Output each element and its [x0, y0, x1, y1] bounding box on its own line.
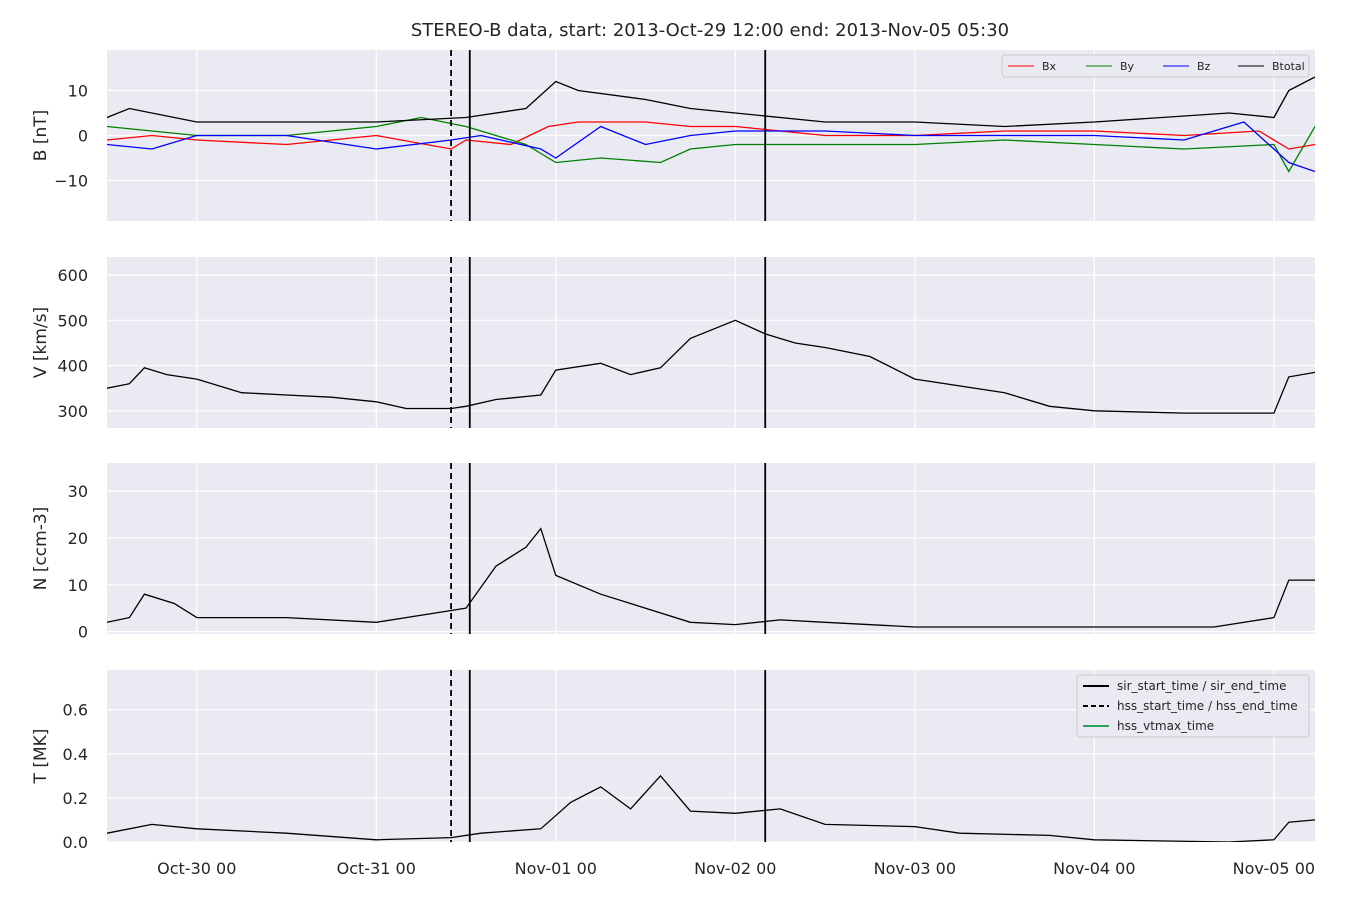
panel-3: 30 20 10 0 N [ccm-3]: [31, 463, 1315, 642]
panels-container: 10 0 −10B [nT] 600 500 400 300 V [km/s] 30 20 10 0 N…: [31, 50, 1315, 878]
panel-background: [107, 463, 1315, 634]
legend-box: [1001, 54, 1310, 78]
y-tick-label: 0.0: [63, 833, 88, 852]
y-axis-label: B [nT]: [31, 110, 51, 162]
y-tick-label: 0.6: [63, 701, 88, 720]
legend-label: By: [1120, 60, 1135, 73]
legend-b-components: Bx By Bz Btotal: [1001, 54, 1310, 78]
y-tick-label: 0.2: [63, 789, 88, 808]
legend-label: Btotal: [1272, 60, 1305, 73]
legend-label: Bz: [1197, 60, 1211, 73]
y-tick-label: −10: [54, 172, 88, 191]
y-tick-label: 0: [78, 127, 88, 146]
series-line: [107, 319, 1315, 414]
y-tick-label: 30: [68, 482, 88, 501]
x-tick-label: Nov-05 00: [1233, 859, 1315, 878]
x-tick-label: Oct-31 00: [337, 859, 416, 878]
y-tick-label: 500: [57, 311, 88, 330]
panel-1: 10 0 −10B [nT]: [31, 50, 1315, 221]
series-line: [107, 527, 1315, 628]
legend-label: sir_start_time / sir_end_time: [1117, 679, 1287, 693]
series-line-btotal: [107, 76, 1315, 128]
legend-label: hss_vtmax_time: [1117, 719, 1214, 733]
y-tick-label: 400: [57, 357, 88, 376]
legend-label: hss_start_time / hss_end_time: [1117, 699, 1298, 713]
legend-label: Bx: [1042, 60, 1057, 73]
x-tick-label: Nov-01 00: [515, 859, 597, 878]
series-line: [107, 774, 1315, 842]
series-line-bz: [107, 121, 1315, 173]
panel-2: 600 500 400 300 V [km/s]: [31, 257, 1315, 428]
series-line-bx: [107, 121, 1315, 150]
y-axis-label: N [ccm-3]: [31, 507, 51, 591]
x-tick-label: Oct-30 00: [157, 859, 236, 878]
y-axis-label: V [km/s]: [31, 307, 51, 378]
panel-background: [107, 257, 1315, 428]
y-tick-label: 0: [78, 623, 88, 642]
legend-event-lines: sir_start_time / sir_end_time hss_start_t…: [1076, 674, 1310, 738]
y-tick-label: 0.4: [63, 745, 88, 764]
legend-box: [1076, 674, 1310, 738]
y-tick-label: 600: [57, 266, 88, 285]
x-tick-label: Nov-03 00: [874, 859, 956, 878]
y-axis-label: T [MK]: [31, 729, 51, 785]
series-line-by: [107, 116, 1315, 173]
y-tick-label: 300: [57, 402, 88, 421]
y-tick-label: 10: [68, 576, 88, 595]
figure-title: STEREO-B data, start: 2013-Oct-29 12:00 …: [411, 20, 1009, 41]
y-tick-label: 10: [68, 82, 88, 101]
x-tick-label: Nov-02 00: [694, 859, 776, 878]
y-tick-label: 20: [68, 529, 88, 548]
x-tick-label: Nov-04 00: [1053, 859, 1135, 878]
